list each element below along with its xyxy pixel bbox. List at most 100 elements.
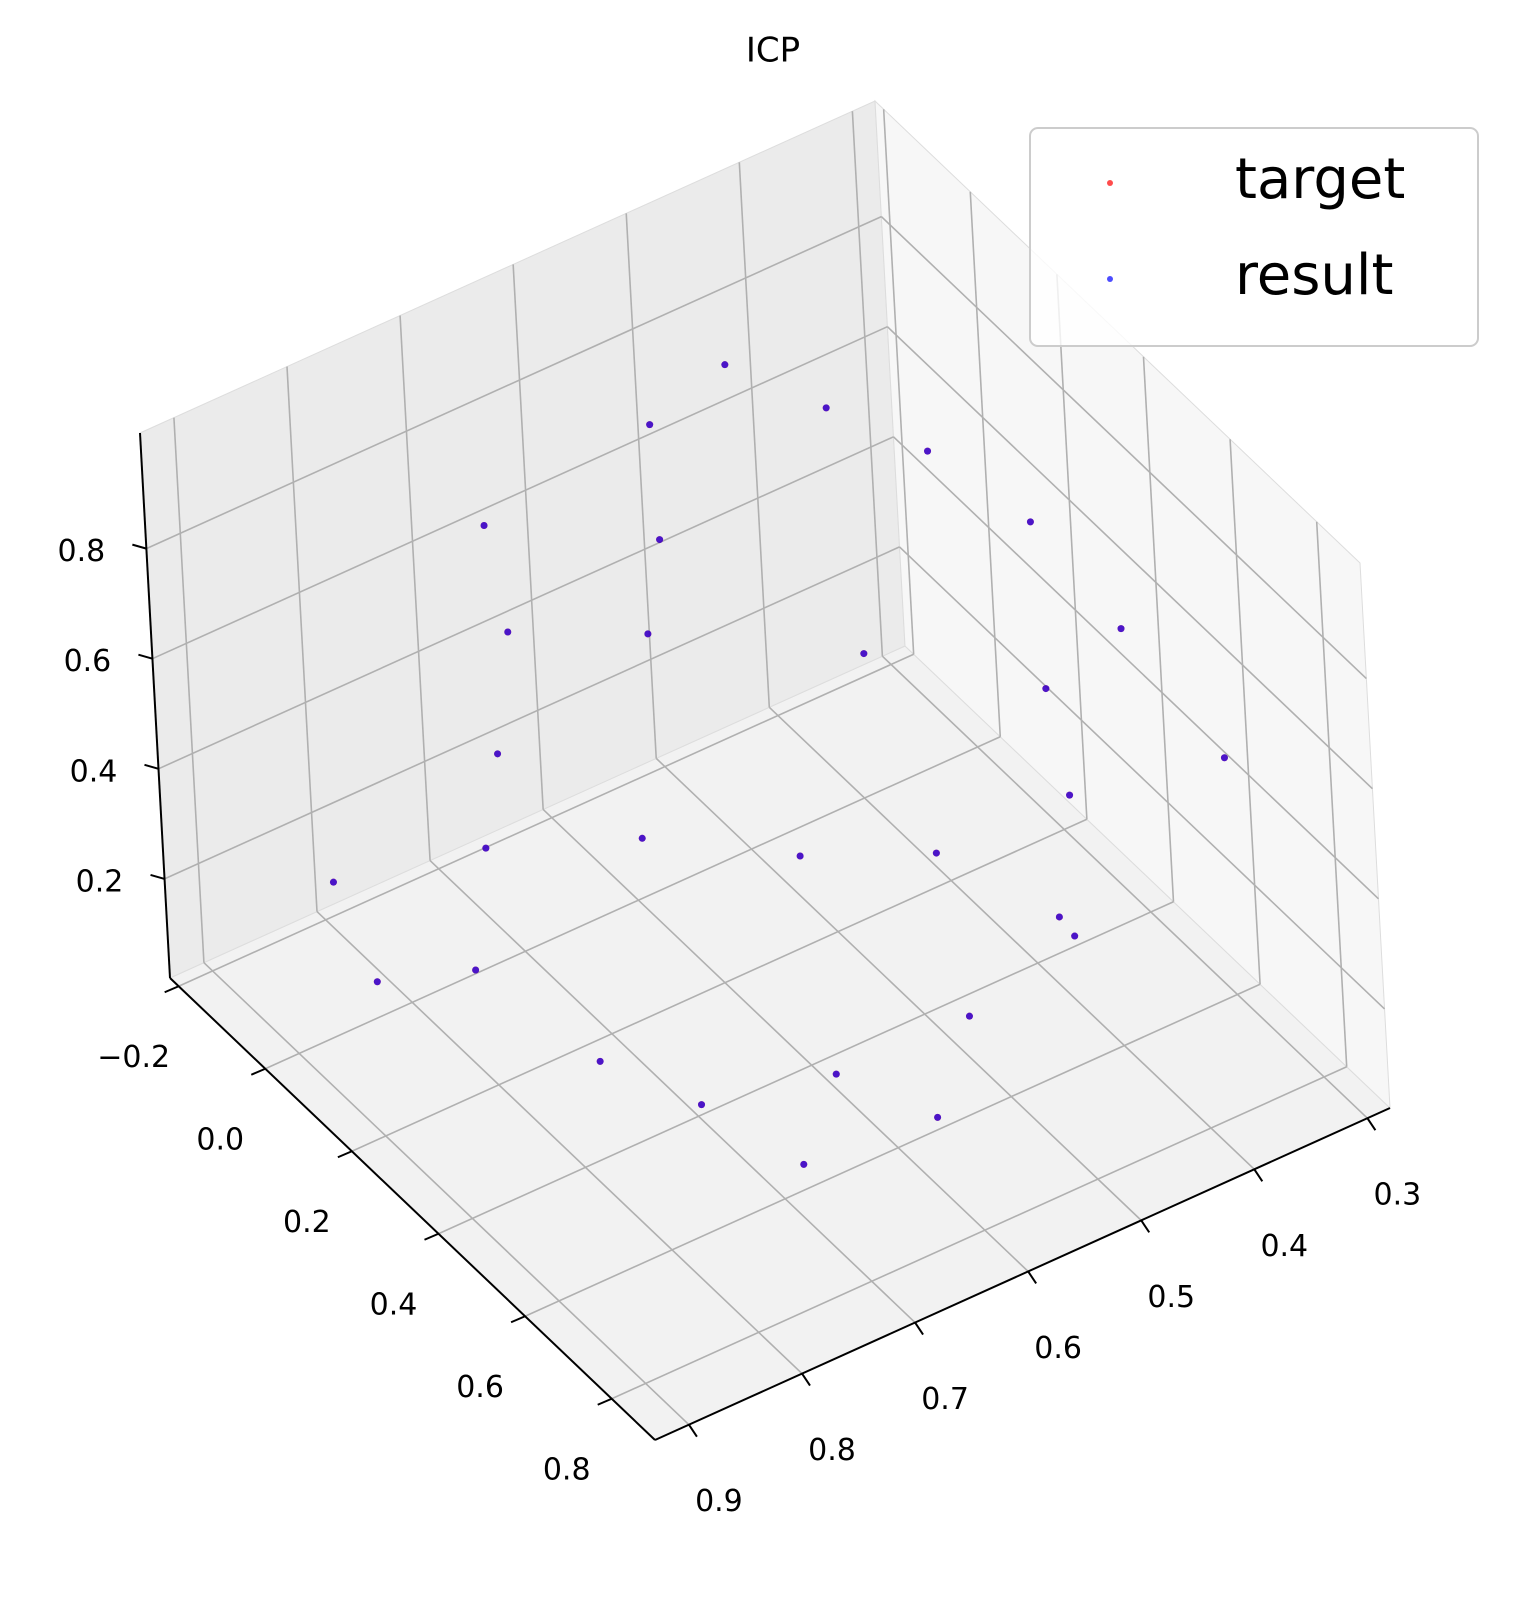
- y-tick-label: 0.6: [456, 1370, 504, 1405]
- x-tick: [1140, 1219, 1151, 1233]
- grid-line: [881, 655, 1368, 1119]
- grid-line: [286, 366, 318, 912]
- x-tick: [688, 1424, 698, 1438]
- z-tick-label: 0.2: [76, 864, 124, 899]
- point: [796, 852, 804, 860]
- point: [656, 536, 664, 544]
- point: [721, 361, 729, 369]
- grid-line: [898, 546, 1386, 1010]
- axis-line: [654, 1107, 1391, 1441]
- axis-line: [139, 432, 171, 979]
- point: [934, 1113, 942, 1121]
- point: [480, 521, 488, 529]
- grid-line: [880, 216, 1367, 680]
- grid-line: [173, 417, 205, 963]
- z-tick-label: 0.8: [58, 534, 106, 569]
- z-tick-label: 0.6: [64, 644, 112, 679]
- grid-line: [969, 191, 1002, 737]
- grid-line: [886, 326, 1373, 790]
- grid-line: [512, 264, 544, 810]
- y-tick-label: 0.4: [370, 1287, 418, 1322]
- grid-line: [768, 706, 1255, 1170]
- y-tick: [510, 1315, 526, 1324]
- point: [1026, 518, 1034, 526]
- points: [329, 361, 1228, 1168]
- x-tick-label: 0.4: [1260, 1229, 1308, 1264]
- y-tick-label: 0.0: [196, 1122, 244, 1157]
- grid-line: [1142, 356, 1175, 902]
- chart-title: ICP: [746, 31, 800, 71]
- legend-box: [1029, 127, 1479, 347]
- y-tick: [424, 1232, 439, 1241]
- point: [932, 849, 940, 857]
- grid-line: [158, 436, 894, 770]
- grid-line: [1229, 439, 1261, 985]
- point: [965, 1012, 973, 1020]
- grid-line: [429, 859, 916, 1324]
- z-tick: [132, 543, 147, 550]
- z-tick: [150, 873, 165, 880]
- y-tick: [597, 1397, 613, 1406]
- grid-line: [882, 109, 915, 655]
- x-tick-label: 0.7: [921, 1382, 969, 1417]
- point: [1071, 932, 1079, 940]
- x-tick-label: 0.5: [1147, 1280, 1195, 1315]
- y-tick: [250, 1067, 266, 1076]
- grid-line: [655, 757, 1142, 1221]
- point: [800, 1160, 808, 1168]
- panes: [139, 99, 1391, 1441]
- legend-label: target: [1235, 147, 1405, 212]
- point: [698, 1101, 706, 1109]
- point: [822, 404, 830, 412]
- grid-line: [611, 1066, 1348, 1400]
- grid-line: [399, 315, 431, 861]
- x-tick: [1253, 1168, 1264, 1182]
- grid-line: [316, 911, 803, 1375]
- point: [504, 628, 512, 636]
- y-tick: [164, 985, 180, 994]
- grid-line: [738, 162, 771, 708]
- grid-line: [152, 325, 888, 660]
- axis-line: [169, 977, 656, 1441]
- grid: [146, 109, 1386, 1426]
- grid-line: [851, 111, 884, 657]
- point: [482, 844, 490, 852]
- x-tick: [1027, 1270, 1037, 1285]
- point: [1042, 685, 1050, 693]
- grid-line: [524, 983, 1261, 1317]
- x-tick-label: 0.6: [1034, 1331, 1082, 1366]
- grid-line: [1315, 521, 1348, 1067]
- legend-marker: [1107, 180, 1113, 186]
- grid-line: [351, 818, 1088, 1152]
- point: [644, 630, 652, 638]
- z-tick-label: 0.4: [70, 754, 118, 789]
- grid-line: [178, 653, 914, 987]
- legend-marker: [1107, 276, 1113, 282]
- point: [472, 966, 480, 974]
- pane: [874, 99, 1391, 1110]
- point: [596, 1057, 604, 1065]
- z-tick: [144, 763, 159, 770]
- y-tick-label: 0.8: [543, 1452, 591, 1487]
- axes: 0.3 0.4 0.5 0.6 0.7 0.8 0.9 −0.2 0.0 0.2 0.4 0.6 0.8…: [58, 432, 1422, 1519]
- grid-line: [892, 436, 1380, 900]
- point: [832, 1070, 840, 1078]
- point: [373, 978, 381, 986]
- z-tick: [138, 653, 153, 660]
- grid-line: [164, 546, 900, 880]
- point: [646, 421, 654, 429]
- x-tick-label: 0.3: [1374, 1178, 1422, 1213]
- grid-line: [264, 736, 1001, 1070]
- point: [1117, 625, 1125, 633]
- grid-line: [1056, 274, 1088, 820]
- point: [1055, 913, 1063, 921]
- y-tick-label: 0.2: [283, 1205, 331, 1240]
- x-tick: [1366, 1117, 1377, 1131]
- point: [329, 878, 337, 886]
- point: [860, 650, 868, 658]
- x-tick-label: 0.8: [808, 1433, 856, 1468]
- point: [924, 447, 932, 455]
- grid-line: [625, 213, 658, 759]
- x-tick: [914, 1321, 924, 1336]
